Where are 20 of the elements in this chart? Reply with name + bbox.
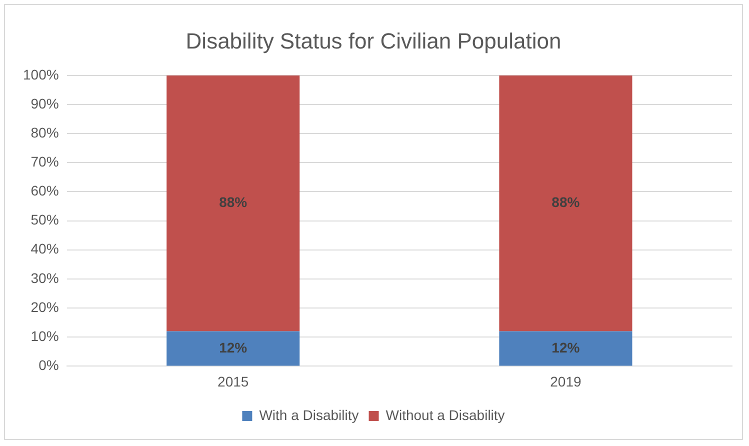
y-tick-label: 70% (30, 154, 59, 170)
text: 12% (552, 339, 580, 356)
x-tick-label: 2015 (218, 373, 249, 390)
legend-label: Without a Disability (386, 406, 505, 423)
y-tick-label: 100% (22, 66, 59, 82)
x-tick-label: 2019 (550, 373, 582, 390)
y-tick-label: 30% (30, 270, 59, 286)
legend-label: With a Disability (259, 406, 359, 423)
text: 12% (219, 339, 248, 356)
y-tick-label: 40% (30, 240, 59, 257)
text: 88% (219, 194, 248, 210)
text: 88% (552, 194, 580, 210)
y-tick-label: 0% (38, 357, 59, 374)
y-tick-label: 90% (30, 95, 59, 112)
y-tick-label: 60% (30, 182, 59, 199)
chart-title: Disability Status for Civilian Population (186, 28, 562, 54)
y-tick-label: 10% (30, 328, 59, 344)
y-tick-label: 50% (30, 212, 59, 228)
y-tick-label: 80% (30, 124, 59, 140)
y-tick-label: 20% (30, 298, 59, 315)
